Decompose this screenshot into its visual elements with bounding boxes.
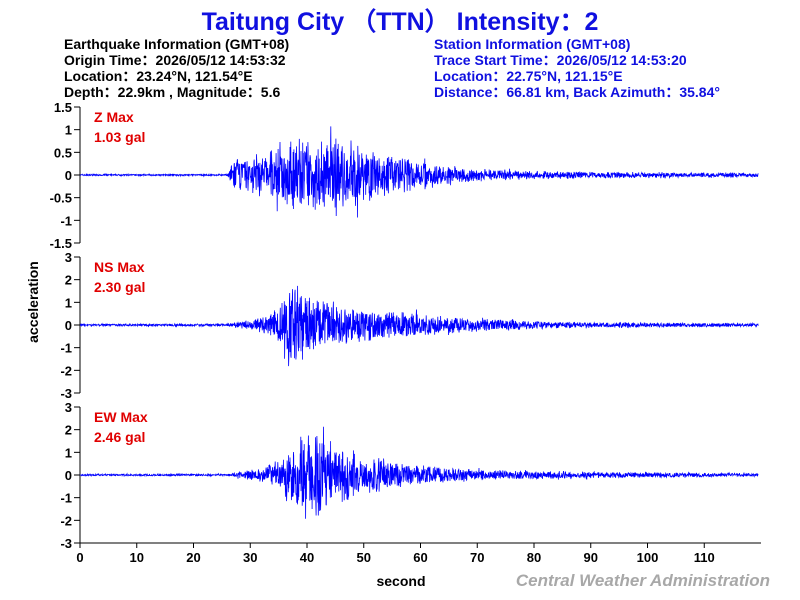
ew-y-tick-label: -1	[60, 491, 72, 506]
ew-waveform-trace	[79, 426, 759, 519]
x-tick-label: 20	[186, 550, 200, 565]
x-tick-label: 10	[130, 550, 144, 565]
ew-max-value: 2.46 gal	[94, 429, 145, 445]
z-y-tick-label: -1.5	[50, 236, 72, 251]
ew-y-tick-label: 3	[65, 400, 72, 415]
ns-y-tick-label: 3	[65, 250, 72, 265]
chart-title: Taitung City （TTN） Intensity：2	[201, 8, 599, 36]
origin-time: Origin Time：2026/05/12 14:53:32	[64, 52, 286, 68]
ns-y-tick-label: -3	[60, 386, 72, 401]
ns-waveform-trace	[79, 285, 759, 367]
ns-y-tick-label: 2	[65, 273, 72, 288]
x-tick-label: 110	[694, 550, 715, 565]
station-info: Station Information (GMT+08) Trace Start…	[434, 36, 720, 100]
z-y-tick-label: -1	[60, 213, 72, 228]
distance-azimuth: Distance：66.81 km, Back Azimuth：35.84°	[434, 84, 720, 100]
x-tick-label: 0	[76, 550, 83, 565]
depth-magnitude: Depth：22.9km , Magnitude：5.6	[64, 84, 281, 100]
z-max-value: 1.03 gal	[94, 129, 145, 145]
x-tick-label: 70	[470, 550, 484, 565]
ns-y-tick-label: 1	[65, 295, 72, 310]
z-y-tick-label: 1	[65, 123, 72, 138]
x-axis-label: second	[376, 573, 425, 589]
x-tick-label: 30	[243, 550, 257, 565]
ew-max-label: EW Max	[94, 409, 148, 425]
epicenter-location: Location：23.24°N, 121.54°E	[64, 68, 253, 84]
z-y-tick-label: 0	[65, 168, 72, 183]
station-info-heading: Station Information (GMT+08)	[434, 36, 631, 52]
agency-credit: Central Weather Administration	[515, 571, 770, 590]
ns-y-tick-label: -1	[60, 341, 72, 356]
ew-y-tick-label: 2	[65, 423, 72, 438]
ew-y-tick-label: -2	[60, 513, 72, 528]
x-tick-label: 60	[413, 550, 427, 565]
ns-max-value: 2.30 gal	[94, 279, 145, 295]
ew-y-tick-label: 0	[65, 468, 72, 483]
x-tick-label: 100	[637, 550, 659, 565]
z-waveform-trace	[79, 126, 759, 218]
z-max-label: Z Max	[94, 109, 134, 125]
x-tick-label: 80	[527, 550, 541, 565]
ew-y-tick-label: -3	[60, 536, 72, 551]
earthquake-info-heading: Earthquake Information (GMT+08)	[64, 36, 290, 52]
x-tick-label: 90	[584, 550, 598, 565]
trace-start-time: Trace Start Time：2026/05/12 14:53:20	[434, 52, 687, 68]
ns-y-tick-label: -2	[60, 363, 72, 378]
station-location: Location：22.75°N, 121.15°E	[434, 68, 623, 84]
z-y-tick-label: -0.5	[50, 191, 72, 206]
ns-y-tick-label: 0	[65, 318, 72, 333]
x-tick-label: 40	[300, 550, 314, 565]
ew-y-tick-label: 1	[65, 445, 72, 460]
x-tick-label: 50	[357, 550, 371, 565]
z-y-tick-label: 0.5	[54, 145, 72, 160]
ns-max-label: NS Max	[94, 259, 145, 275]
z-y-tick-label: 1.5	[54, 100, 72, 115]
earthquake-info: Earthquake Information (GMT+08) Origin T…	[64, 36, 289, 100]
y-axis-label: acceleration	[25, 261, 41, 343]
